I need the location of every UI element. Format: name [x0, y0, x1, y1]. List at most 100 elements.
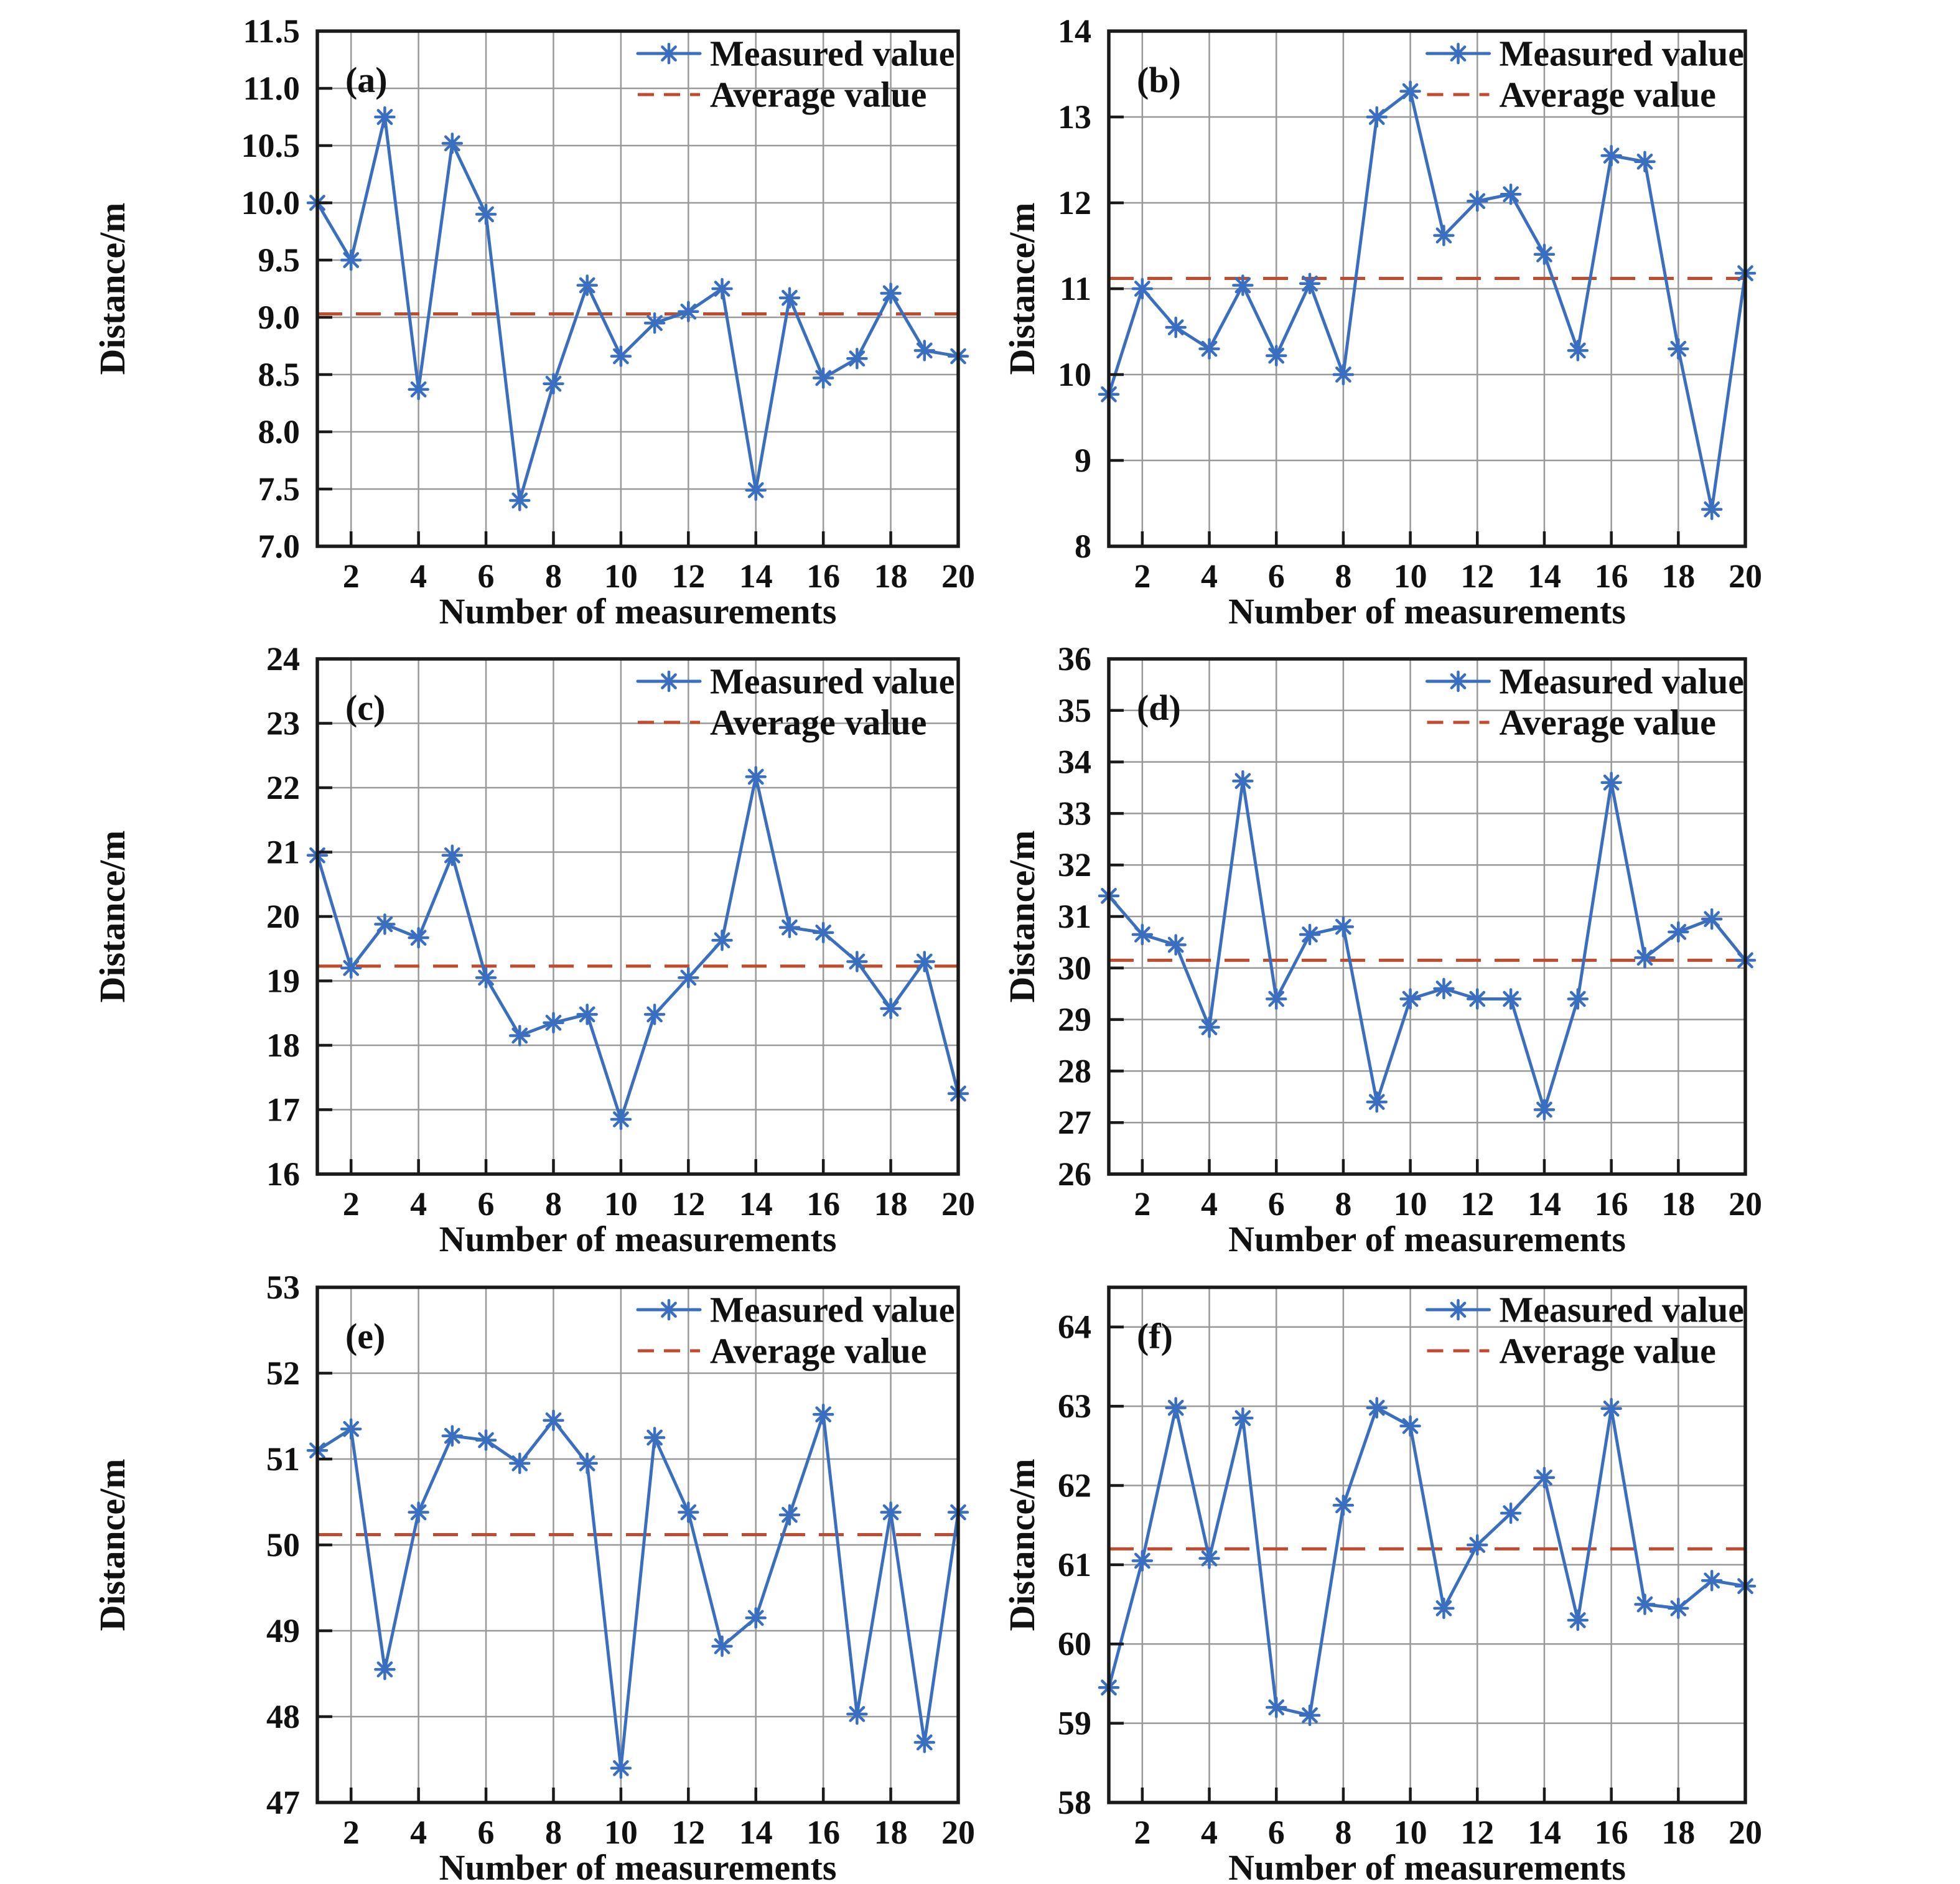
y-axis-tick-label: 35 — [1058, 692, 1091, 729]
asterisk-spoke — [747, 768, 764, 785]
y-axis-tick-label: 8.0 — [258, 413, 300, 450]
asterisk-spoke — [1469, 193, 1486, 210]
asterisk-spoke — [661, 45, 677, 62]
x-axis-tick-label: 14 — [1528, 1185, 1561, 1223]
measured-marker — [1165, 1397, 1187, 1419]
legend-average-label: Average value — [1500, 1330, 1716, 1371]
asterisk-spoke — [410, 381, 427, 398]
measured-marker — [745, 766, 767, 788]
legend-average-label: Average value — [710, 702, 926, 743]
x-axis-tick-label: 16 — [806, 1814, 840, 1851]
y-axis-tick-label: 60 — [1058, 1625, 1091, 1662]
panel-tag: (e) — [345, 1316, 385, 1356]
measured-marker — [1131, 1549, 1154, 1572]
x-axis-tick-label: 8 — [545, 557, 562, 595]
asterisk-spoke — [1234, 1409, 1251, 1426]
x-axis-tick-label: 20 — [941, 557, 975, 595]
measured-marker — [610, 1757, 632, 1779]
x-axis-tick-label: 14 — [1528, 1814, 1561, 1851]
measured-marker — [374, 1658, 396, 1681]
x-axis-tick-label: 8 — [1335, 1185, 1351, 1223]
measured-marker — [1332, 1494, 1355, 1516]
legend-measured-label: Measured value — [710, 661, 955, 702]
x-axis-tick-label: 20 — [941, 1814, 975, 1851]
asterisk-spoke — [882, 285, 899, 302]
measured-marker — [1399, 1415, 1421, 1437]
panel-tag: (f) — [1137, 1316, 1173, 1356]
x-axis-tick-label: 14 — [739, 1185, 773, 1223]
asterisk-spoke — [1134, 1552, 1150, 1569]
measured-marker — [441, 1425, 464, 1447]
measured-marker — [576, 1004, 598, 1025]
asterisk-spoke — [916, 1734, 933, 1750]
panel-tag: (a) — [345, 60, 388, 100]
asterisk-spoke — [343, 252, 360, 268]
axis-ticks — [317, 658, 960, 1176]
y-axis-tick-label: 50 — [266, 1526, 300, 1564]
measured-marker — [913, 951, 936, 973]
asterisk-spoke — [782, 1506, 798, 1523]
plot-border — [1107, 1285, 1747, 1804]
y-axis-tick-label: 32 — [1058, 847, 1091, 884]
measured-marker — [643, 1426, 666, 1448]
measured-markers — [306, 766, 969, 1131]
x-axis-tick-label: 6 — [478, 1185, 495, 1223]
y-axis-tick-label: 34 — [1058, 744, 1091, 781]
chart-e: 47 48 49 50 51 52 53 2 4 6 8 10 12 14 16 18 20 Number of … — [92, 1269, 975, 1884]
y-axis-tick-label: 64 — [1058, 1308, 1091, 1345]
x-axis-tick-label: 12 — [671, 557, 705, 595]
asterisk-spoke — [1268, 347, 1285, 364]
asterisk-spoke — [545, 1015, 562, 1031]
x-axis-tick-label: 16 — [1595, 1814, 1628, 1851]
measured-marker — [678, 301, 699, 323]
x-axis-label: Number of measurements — [1228, 1847, 1626, 1884]
y-axis-tick-label: 29 — [1058, 1001, 1091, 1038]
measured-marker — [1232, 274, 1254, 296]
asterisk-spoke — [1670, 924, 1687, 941]
measured-marker — [880, 282, 902, 304]
measured-marker — [1366, 1091, 1388, 1113]
y-axis-label: Distance/m — [1002, 203, 1042, 375]
measured-marker — [812, 921, 834, 944]
measured-marker — [1399, 80, 1421, 102]
measured-marker — [374, 913, 396, 935]
asterisk-spoke — [782, 289, 798, 306]
x-axis-label: Number of measurements — [439, 1847, 837, 1884]
x-axis-tick-label: 10 — [604, 1814, 638, 1851]
x-axis-tick-label: 12 — [671, 1814, 705, 1851]
y-axis-tick-label: 28 — [1058, 1053, 1091, 1090]
y-axis-tick-label: 23 — [266, 705, 300, 742]
asterisk-spoke — [1368, 1399, 1385, 1416]
y-axis-tick-label: 61 — [1058, 1546, 1091, 1583]
y-axis-tick-label: 24 — [266, 640, 300, 678]
y-axis-tick-label: 22 — [266, 769, 300, 806]
legend-measured-marker-sample — [1447, 42, 1469, 65]
asterisk-spoke — [1536, 1469, 1552, 1486]
asterisk-spoke — [1335, 1497, 1351, 1513]
measured-marker — [1600, 1397, 1622, 1419]
measured-marker — [745, 479, 767, 501]
asterisk-spoke — [511, 1027, 528, 1044]
measured-marker — [711, 930, 733, 951]
chart-panel-f: 58 59 60 61 62 63 64 2 4 6 8 10 12 14 16 18 20 Number of … — [980, 1256, 1960, 1884]
asterisk-spoke — [1268, 991, 1285, 1007]
measured-markers — [306, 106, 969, 511]
measured-marker — [1332, 363, 1355, 386]
asterisk-spoke — [1603, 1400, 1620, 1417]
x-axis-tick-label: 16 — [806, 1185, 840, 1223]
measured-marker — [1500, 183, 1522, 205]
y-axis-label: Distance/m — [92, 831, 133, 1003]
asterisk-spoke — [849, 350, 866, 367]
chart-panel-b: 8 9 10 11 12 13 14 2 4 6 8 10 12 14 16 18 20 Number of me… — [980, 0, 1960, 628]
measured-marker — [846, 347, 868, 370]
x-axis-tick-label: 16 — [1595, 1185, 1628, 1223]
x-axis-tick-label: 12 — [1460, 1814, 1494, 1851]
y-axis-label: Distance/m — [1002, 1458, 1042, 1631]
asterisk-spoke — [613, 1760, 629, 1776]
measured-marker — [576, 1452, 598, 1474]
tick-labels: 47 48 49 50 51 52 53 2 4 6 8 10 12 14 16 18 20 — [266, 1269, 975, 1851]
measured-marker — [543, 373, 564, 394]
asterisk-spoke — [782, 920, 798, 936]
measured-marker — [475, 967, 497, 989]
